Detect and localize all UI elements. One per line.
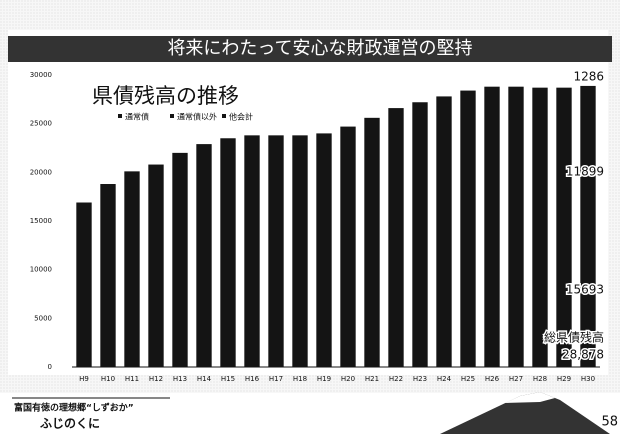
y-tick-label: 30000 [30, 71, 52, 79]
x-tick-label: H26 [485, 375, 500, 383]
x-tick-label: H19 [317, 375, 331, 383]
legend-label: 他会計 [229, 112, 253, 122]
y-tick-label: 0 [48, 363, 52, 371]
y-tick-label: 15000 [30, 217, 52, 225]
bar [220, 138, 236, 367]
x-tick-label: H9 [79, 375, 89, 383]
x-tick-label: H15 [221, 375, 235, 383]
mountain [440, 392, 610, 434]
x-tick-label: H25 [461, 375, 475, 383]
bar [244, 135, 260, 367]
x-tick-label: H24 [437, 375, 452, 383]
bar [76, 202, 92, 367]
chart-title: 県債残高の推移 [92, 84, 239, 108]
legend-swatch [222, 114, 226, 118]
legend-swatch [170, 114, 174, 118]
annotation: 11899 [566, 165, 604, 179]
bar [196, 144, 212, 367]
x-tick-label: H17 [269, 375, 283, 383]
x-tick-label: H14 [197, 375, 212, 383]
bar [292, 135, 308, 367]
bar [484, 86, 500, 368]
x-tick-label: H20 [341, 375, 355, 383]
x-tick-label: H30 [581, 375, 595, 383]
annotation: 28,878 [562, 348, 604, 362]
bar [436, 96, 452, 367]
bar [388, 108, 404, 368]
bar [364, 117, 380, 368]
bar [100, 184, 116, 367]
bar [556, 87, 572, 368]
bar [340, 126, 356, 367]
legend-label: 通常債以外 [177, 112, 217, 122]
bar [268, 135, 284, 367]
x-tick-label: H18 [293, 375, 307, 383]
y-tick-label: 10000 [30, 266, 52, 274]
footer-brand: ふじのくに [40, 417, 100, 431]
footer-slogan: 富国有徳の理想郷“しずおか” [14, 402, 134, 414]
x-tick-label: H16 [245, 375, 260, 383]
bar [172, 152, 188, 367]
y-tick-label: 5000 [34, 314, 52, 322]
x-tick-label: H28 [533, 375, 547, 383]
x-tick-label: H13 [173, 375, 187, 383]
bar [124, 171, 140, 367]
bar [148, 164, 164, 367]
x-tick-label: H29 [557, 375, 571, 383]
x-tick-label: H22 [389, 375, 403, 383]
legend-swatch [118, 114, 122, 118]
bar [412, 102, 428, 368]
bar [508, 86, 524, 368]
x-tick-label: H12 [149, 375, 163, 383]
annotation: 15693 [566, 283, 604, 297]
bar [460, 90, 476, 367]
x-tick-label: H21 [365, 375, 379, 383]
y-tick-label: 25000 [30, 120, 52, 128]
bar [532, 87, 548, 368]
annotation: 1286 [573, 70, 604, 84]
x-tick-label: H11 [125, 375, 139, 383]
y-tick-label: 20000 [30, 168, 52, 176]
bar [580, 85, 596, 367]
page-number: 58 [601, 415, 618, 430]
title-banner [8, 36, 612, 62]
snow-cap [505, 392, 555, 403]
x-tick-label: H10 [101, 375, 115, 383]
x-tick-label: H23 [413, 375, 427, 383]
annotation: 総県債残高 [544, 330, 604, 345]
bar [316, 133, 332, 367]
x-tick-label: H27 [509, 375, 523, 383]
slide-title: 将来にわたって安心な財政運営の堅持 [167, 38, 472, 59]
legend-label: 通常債 [125, 112, 149, 122]
